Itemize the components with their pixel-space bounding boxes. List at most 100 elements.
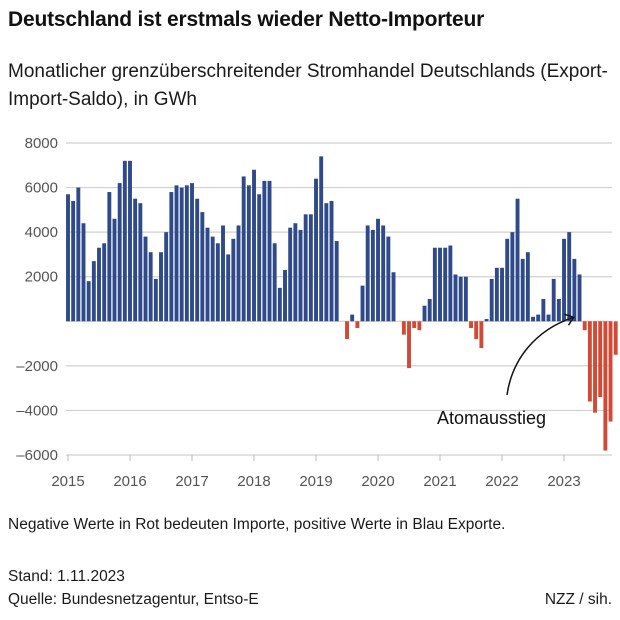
x-tick-label: 2023 <box>547 473 580 490</box>
bar <box>598 321 603 398</box>
bar <box>107 192 112 322</box>
bar <box>453 274 458 322</box>
bar <box>200 212 205 322</box>
bar <box>102 243 107 322</box>
bar <box>345 321 349 340</box>
bar <box>407 321 411 369</box>
bar <box>148 252 153 322</box>
annotation-arrowhead <box>564 313 575 326</box>
bar <box>324 203 329 322</box>
bar <box>283 270 287 322</box>
bar <box>76 187 81 322</box>
bar <box>91 261 96 322</box>
bar <box>365 225 370 322</box>
bar <box>97 247 101 322</box>
bar <box>112 218 117 322</box>
bar <box>319 156 324 322</box>
bar <box>174 185 179 322</box>
bar <box>314 178 318 322</box>
y-tick-label: 6000 <box>25 180 58 197</box>
bar <box>572 258 577 322</box>
bar <box>587 321 592 402</box>
bar <box>257 194 262 322</box>
bar <box>190 183 194 322</box>
bar <box>303 214 308 322</box>
x-tick-label: 2018 <box>237 473 270 490</box>
bar <box>432 247 437 322</box>
bar <box>350 314 355 322</box>
annotation-label: Atomausstieg <box>437 408 546 428</box>
bar <box>133 198 138 322</box>
bar <box>562 238 566 322</box>
y-tick-label: 4000 <box>25 224 58 241</box>
x-tick-label: 2016 <box>113 473 146 490</box>
bar <box>567 232 572 322</box>
bar <box>458 276 463 322</box>
bar <box>448 245 453 322</box>
bar <box>117 183 122 322</box>
bar <box>391 272 396 322</box>
bar <box>500 267 504 322</box>
bar <box>412 321 417 328</box>
bar <box>221 225 225 322</box>
bar <box>262 180 267 322</box>
bar <box>360 285 365 322</box>
y-tick-label: –2000 <box>16 358 58 375</box>
bar <box>355 321 360 328</box>
bar <box>159 252 163 322</box>
x-tick-label: 2017 <box>175 473 208 490</box>
footnote: Negative Werte in Rot bedeuten Importe, … <box>8 516 506 533</box>
bar <box>334 241 339 322</box>
bar <box>582 321 587 331</box>
bar <box>226 254 231 322</box>
bar <box>288 227 293 322</box>
bar <box>298 229 303 322</box>
bar <box>138 203 143 322</box>
bar <box>438 247 442 322</box>
x-tick-label: 2022 <box>485 473 518 490</box>
bar <box>474 321 479 340</box>
annotation-atomausstieg: Atomausstieg <box>437 313 575 428</box>
bar <box>205 227 210 322</box>
bar <box>536 314 541 322</box>
bar <box>613 321 618 355</box>
annotation-arrow <box>506 316 574 396</box>
bar <box>195 198 200 322</box>
bar <box>484 319 489 322</box>
y-axis: 8000 6000 4000 2000 –2000 –4000 –6000 <box>16 135 58 464</box>
bar <box>215 243 220 322</box>
bar <box>71 200 76 322</box>
bar <box>546 314 551 322</box>
bar <box>422 305 427 322</box>
bar <box>376 218 380 322</box>
bar <box>505 238 510 322</box>
bar <box>252 169 256 322</box>
credit-line: NZZ / sih. <box>544 591 612 608</box>
y-tick-label: –6000 <box>16 447 58 464</box>
bar <box>593 321 597 413</box>
bar <box>386 236 391 322</box>
bar <box>494 267 499 322</box>
x-tick-label: 2021 <box>423 473 456 490</box>
y-tick-label: –4000 <box>16 402 58 419</box>
bar <box>469 321 473 328</box>
bar <box>577 274 582 322</box>
bar <box>231 238 236 322</box>
bar <box>427 299 432 322</box>
bar <box>370 229 375 322</box>
bar <box>329 200 334 322</box>
bar <box>308 214 313 322</box>
bar <box>210 236 215 322</box>
bar <box>479 321 484 349</box>
bar <box>401 321 406 335</box>
bar <box>169 192 174 322</box>
bar <box>608 321 613 422</box>
bar <box>463 276 468 322</box>
bar <box>531 316 535 322</box>
bar <box>153 278 158 322</box>
bar <box>541 299 546 322</box>
bar <box>277 287 282 322</box>
bar <box>510 232 515 322</box>
bar <box>417 321 422 331</box>
